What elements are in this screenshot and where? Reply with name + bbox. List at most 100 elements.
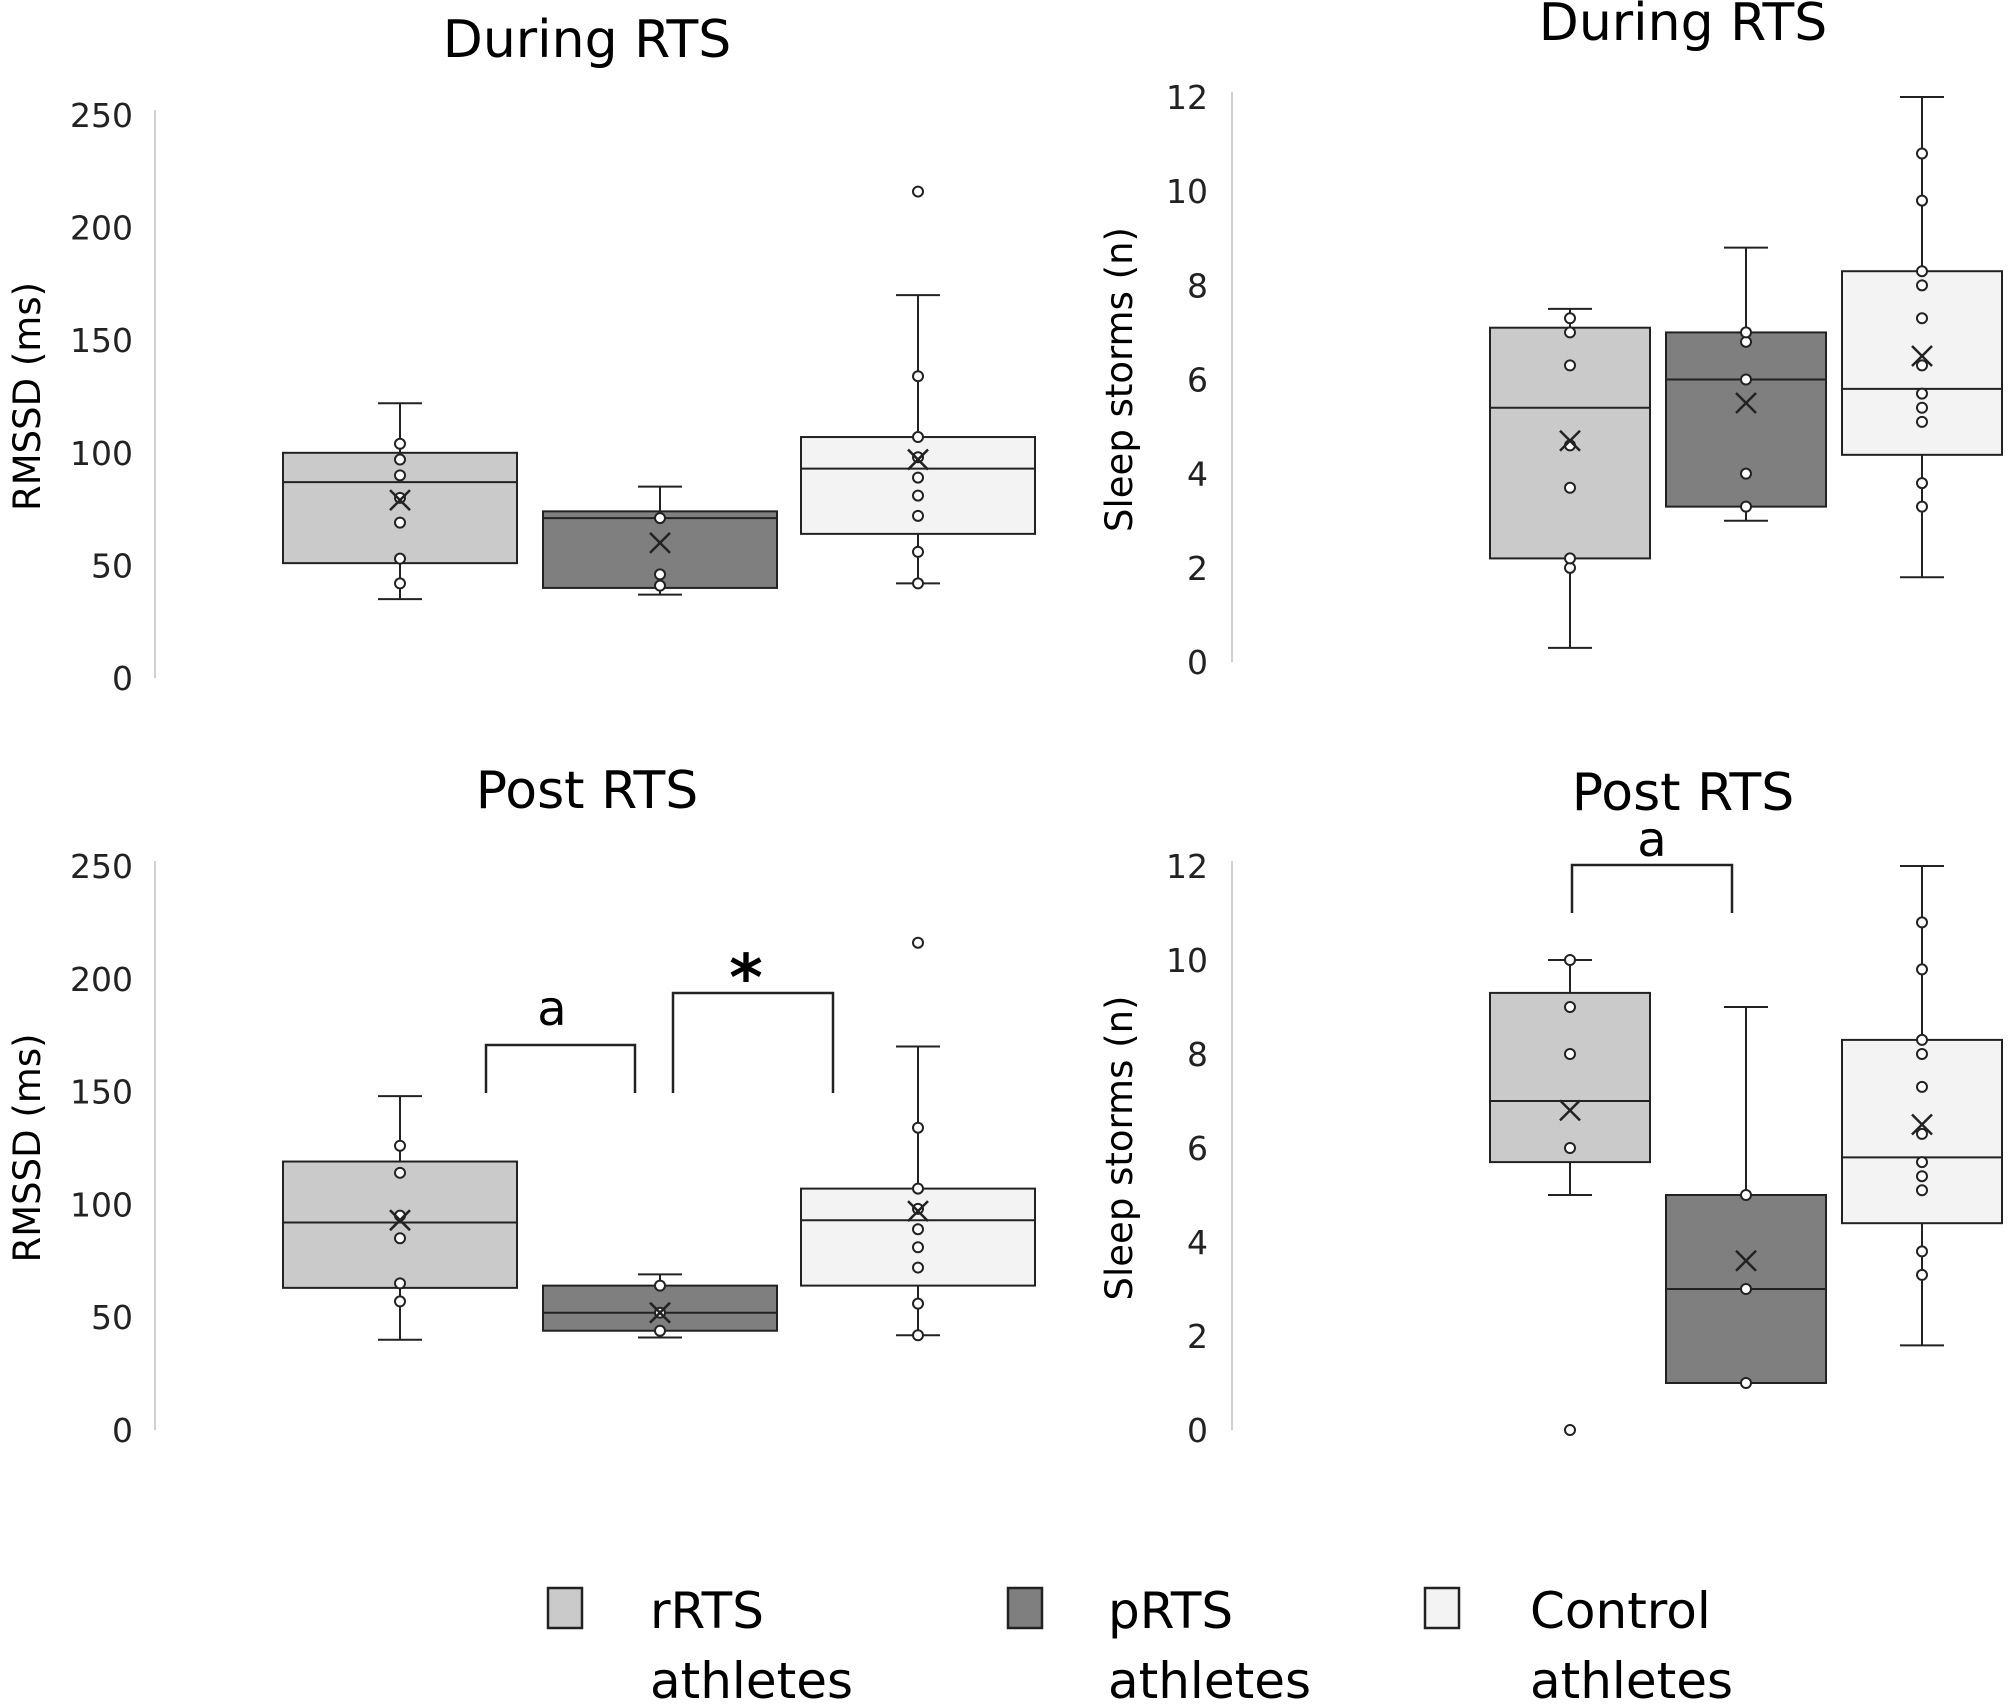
data-point (394, 453, 406, 466)
y-tick-label: 100 (70, 1185, 133, 1224)
legend-label-line1: pRTS (1108, 1582, 1233, 1640)
significance-label: a (537, 981, 566, 1037)
data-point (654, 512, 666, 525)
box-rRTS (1489, 954, 1651, 1436)
legend-swatch (1423, 1586, 1461, 1630)
y-tick-label: 150 (70, 321, 133, 360)
data-point (1916, 1245, 1928, 1258)
data-point (1740, 467, 1752, 480)
data-point (912, 1182, 924, 1195)
data-point (654, 568, 666, 581)
data-point (1916, 1184, 1928, 1197)
mean-marker-stroke (389, 489, 411, 511)
box-pRTS (1665, 246, 1827, 522)
box-rRTS (282, 402, 518, 601)
box-Control (800, 936, 1036, 1342)
y-axis-label: RMSSD (ms) (6, 1033, 49, 1262)
legend: rRTS athletes pRTS athletes Control athletes (546, 1582, 1733, 1706)
mean-marker (389, 1209, 411, 1232)
iqr-box (282, 1160, 518, 1289)
legend-label-line2: athletes (1108, 1652, 1311, 1706)
y-tick-label: 200 (70, 960, 133, 999)
data-point (1916, 1127, 1928, 1140)
mean-marker-stroke (649, 1301, 671, 1324)
mean-marker-stroke (1559, 1099, 1581, 1122)
panel-2: During RTS 0 2 4 6 8 10 12 Sleep storms (n) (1098, 0, 2003, 682)
significance-label: * (729, 942, 762, 1016)
data-point (1564, 326, 1576, 339)
data-point (1916, 265, 1928, 278)
data-point (394, 552, 406, 565)
data-point (912, 1329, 924, 1342)
y-axis-label: RMSSD (ms) (6, 282, 49, 511)
mean-marker (649, 531, 671, 554)
legend-item-control: Control athletes (1423, 1582, 1733, 1706)
data-point (1916, 1080, 1928, 1093)
y-tick-label: 4 (1187, 455, 1208, 494)
data-point (912, 471, 924, 484)
box-rRTS (1489, 307, 1651, 649)
data-point (394, 1232, 406, 1245)
y-tick-label: 0 (112, 659, 133, 698)
data-point (912, 451, 924, 464)
outlier-point (1564, 1424, 1576, 1436)
mean-marker (1559, 429, 1581, 452)
data-point (912, 1223, 924, 1236)
mean-marker (1911, 345, 1933, 367)
bracket-line (671, 991, 835, 1093)
data-point (1916, 1156, 1928, 1169)
y-tick-label: 150 (70, 1073, 133, 1112)
box-Control (800, 185, 1036, 590)
mean-marker-stroke (907, 448, 929, 471)
data-point (1564, 954, 1576, 966)
mean-marker (1735, 1249, 1757, 1272)
box-Control (1841, 865, 2003, 1347)
data-point (394, 577, 406, 590)
legend-label-line1: Control (1530, 1582, 1711, 1640)
bracket-line (1570, 863, 1734, 913)
mean-marker (649, 1301, 671, 1324)
data-point (1740, 326, 1752, 339)
mean-marker-stroke (907, 1200, 929, 1223)
data-point (394, 491, 406, 504)
panel-title: During RTS (443, 10, 731, 70)
outlier-point (912, 936, 924, 949)
mean-marker (389, 489, 411, 511)
data-point (1740, 373, 1752, 386)
data-point (1916, 279, 1928, 292)
mean-marker (907, 448, 929, 471)
y-tick-label: 100 (70, 434, 133, 473)
data-point (394, 1295, 406, 1308)
y-tick-label: 4 (1187, 1223, 1208, 1262)
iqr-box (1665, 331, 1827, 508)
mean-marker (1911, 1113, 1933, 1136)
data-point (1740, 500, 1752, 513)
y-axis-label: Sleep storms (n) (1098, 996, 1141, 1301)
y-axis-label: Sleep storms (n) (1098, 227, 1141, 532)
data-point (394, 1139, 406, 1152)
data-point (394, 1277, 406, 1290)
panel-3: Post RTS 0 50 100 150 200 250 RMSSD (ms) a * (6, 761, 1036, 1450)
y-tick-label: 0 (1187, 1411, 1208, 1450)
data-point (912, 489, 924, 502)
data-point (1916, 1268, 1928, 1281)
legend-label-line2: athletes (1530, 1652, 1733, 1706)
mean-marker (907, 1200, 929, 1223)
mean-marker (1735, 392, 1757, 414)
data-point (912, 509, 924, 522)
data-point (654, 1279, 666, 1292)
y-tick-label: 6 (1187, 1129, 1208, 1168)
y-tick-label: 10 (1166, 172, 1208, 211)
y-tick-label: 50 (91, 1298, 133, 1337)
data-point (1916, 1048, 1928, 1060)
data-point (1916, 1033, 1928, 1046)
box-pRTS (1665, 1006, 1827, 1389)
box-rRTS (282, 1095, 518, 1341)
data-point (394, 469, 406, 482)
y-tick-label: 12 (1166, 847, 1208, 886)
y-tick-label: 10 (1166, 941, 1208, 980)
data-point (1564, 1142, 1576, 1154)
data-point (912, 1297, 924, 1310)
